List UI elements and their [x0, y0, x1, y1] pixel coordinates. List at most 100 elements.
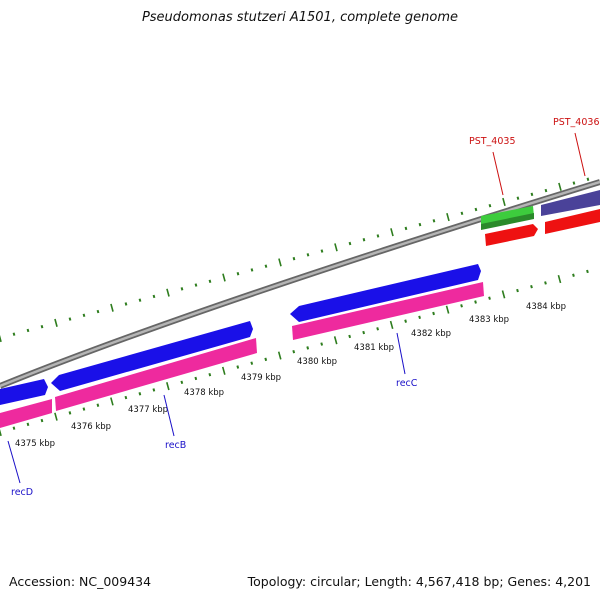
gene-label-PST_4035[interactable]: PST_4035 [469, 136, 516, 147]
gene-PST_4035-red[interactable] [485, 224, 538, 246]
accession-text: Accession: NC_009434 [9, 574, 152, 589]
major-tick [54, 318, 58, 327]
minor-tick [26, 422, 30, 427]
map-title: Pseudomonas stutzeri A1501, complete gen… [141, 10, 459, 25]
minor-tick [320, 249, 324, 253]
minor-tick [26, 328, 30, 333]
minor-tick [40, 418, 44, 423]
minor-tick [572, 181, 576, 185]
minor-tick [418, 315, 421, 320]
major-tick [221, 366, 226, 375]
leader-recC [396, 332, 406, 375]
minor-tick [152, 388, 156, 392]
tick-label: 4378 kbp [184, 388, 224, 398]
gene-recD-blue[interactable] [0, 379, 48, 405]
gene-labels: recD recB recC PST_4035 PST_4036 [11, 117, 600, 498]
minor-tick [96, 309, 100, 314]
major-tick [0, 428, 2, 437]
major-tick [110, 397, 114, 406]
minor-tick [320, 342, 324, 346]
major-tick [166, 382, 170, 391]
label-leaders [7, 132, 586, 484]
minor-tick [292, 256, 296, 261]
gene-recC-pink[interactable] [292, 282, 484, 340]
major-tick [502, 197, 506, 207]
gene-recB-pink[interactable] [55, 338, 257, 411]
major-tick [333, 336, 338, 345]
gene-PST_4036-red[interactable] [545, 209, 600, 234]
minor-tick [474, 300, 477, 304]
minor-tick [152, 294, 156, 299]
minor-tick [264, 264, 268, 268]
tick-label: 4384 kbp [526, 302, 566, 312]
minor-tick [362, 330, 366, 335]
major-tick [54, 412, 58, 421]
minor-tick [208, 372, 212, 377]
minor-tick [348, 334, 352, 339]
minor-tick [250, 361, 254, 365]
minor-tick [432, 219, 436, 223]
major-tick [334, 243, 338, 252]
minor-tick [138, 392, 142, 396]
minor-tick [544, 281, 547, 285]
minor-tick [306, 346, 310, 350]
minor-tick [488, 204, 492, 208]
minor-tick [250, 268, 254, 272]
gene-PST_4036-purple[interactable] [541, 190, 600, 216]
minor-tick [544, 188, 548, 193]
minor-tick [138, 298, 142, 302]
gene-recD-pink[interactable] [0, 399, 52, 428]
gene-label-recC[interactable]: recC [396, 378, 418, 389]
tick-label: 4383 kbp [469, 315, 509, 325]
gene-PST_4035-darkgreen[interactable] [481, 213, 534, 230]
minor-tick [12, 426, 16, 430]
minor-tick [460, 211, 464, 215]
minor-tick [236, 365, 240, 369]
minor-tick [516, 196, 520, 200]
tick-label: 4375 kbp [15, 439, 55, 449]
major-tick [0, 334, 2, 343]
major-tick [558, 182, 562, 191]
minor-tick [180, 287, 184, 291]
minor-tick [348, 241, 352, 246]
minor-tick [82, 407, 86, 411]
minor-tick [96, 403, 100, 407]
leader-recD [7, 440, 21, 484]
minor-tick [180, 380, 184, 385]
leader-recB [163, 394, 175, 437]
minor-tick [362, 238, 366, 242]
leader-PST_4035 [492, 151, 504, 196]
major-tick [390, 228, 394, 237]
minor-tick [68, 411, 72, 415]
gene-recC-blue[interactable] [290, 264, 481, 322]
major-tick [389, 320, 394, 330]
minor-tick [572, 273, 575, 277]
minor-tick [586, 269, 589, 274]
gene-track-outer [481, 190, 600, 246]
gene-recB-blue[interactable] [51, 321, 253, 391]
minor-tick [586, 177, 590, 181]
minor-tick [376, 327, 380, 331]
minor-tick [194, 283, 198, 287]
gene-label-recB[interactable]: recB [165, 440, 186, 451]
gene-label-PST_4036[interactable]: PST_4036 [553, 117, 600, 128]
minor-tick [292, 350, 296, 354]
tick-labels: 4375 kbp 4376 kbp 4377 kbp 4378 kbp 4379… [15, 302, 566, 449]
minor-tick [460, 304, 463, 308]
tick-label: 4381 kbp [354, 343, 394, 353]
minor-tick [124, 395, 128, 400]
minor-tick [404, 319, 407, 323]
minor-tick [516, 288, 519, 293]
minor-tick [194, 376, 198, 381]
tick-label: 4382 kbp [411, 329, 451, 339]
gene-label-recD[interactable]: recD [11, 487, 33, 498]
minor-tick [68, 317, 72, 321]
major-tick [278, 258, 282, 267]
minor-tick [40, 324, 44, 329]
major-tick [501, 290, 506, 299]
minor-tick [264, 357, 268, 362]
minor-tick [418, 222, 422, 227]
major-tick [222, 273, 226, 282]
minor-tick [306, 253, 310, 257]
